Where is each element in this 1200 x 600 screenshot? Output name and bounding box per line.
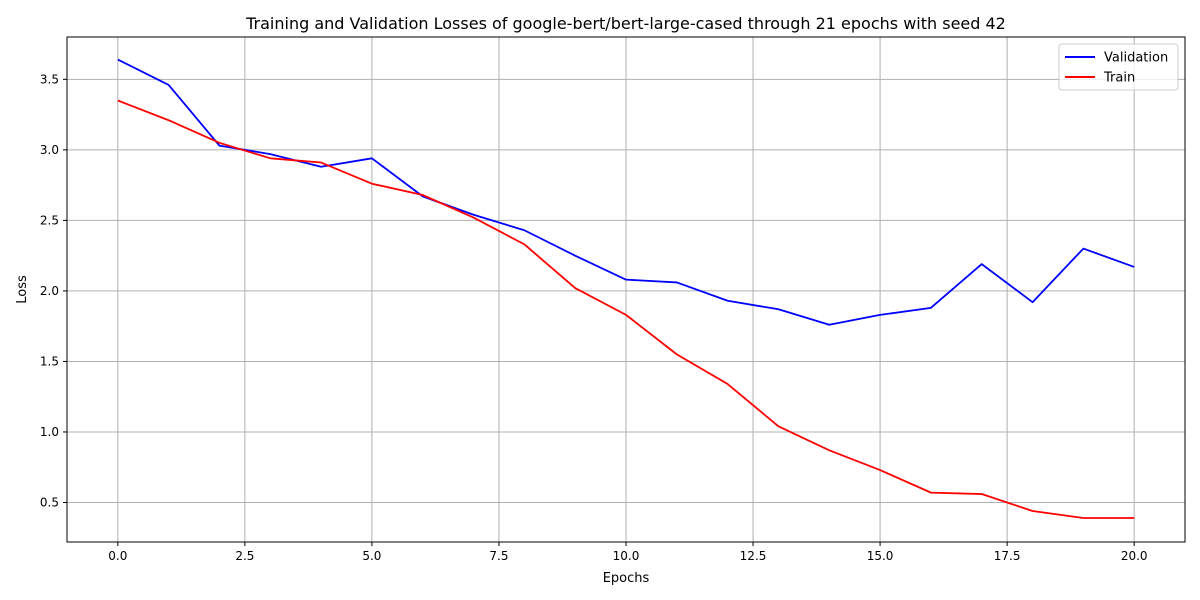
x-axis-label: Epochs xyxy=(603,571,650,586)
chart-title: Training and Validation Losses of google… xyxy=(245,14,1006,33)
series-line-train xyxy=(117,99,1135,519)
x-tick-label: 5.0 xyxy=(362,549,381,563)
y-tick-label: 2.0 xyxy=(40,284,59,298)
x-tick-label: 10.0 xyxy=(613,549,640,563)
grid-lines xyxy=(67,37,1185,542)
y-tick-label: 3.5 xyxy=(40,72,59,86)
series-lines xyxy=(117,58,1135,519)
x-tick-label: 7.5 xyxy=(489,549,508,563)
y-axis-label: Loss xyxy=(15,275,30,304)
y-tick-label: 1.0 xyxy=(40,425,59,439)
y-tick-label: 3.0 xyxy=(40,143,59,157)
axis-ticks: 0.0 2.5 5.0 7.5 10.0 12.5 15.0 17.5 20.0 0.5 1.0 1.… xyxy=(40,72,1148,563)
y-tick-label: 0.5 xyxy=(40,496,59,510)
x-tick-label: 20.0 xyxy=(1121,549,1148,563)
x-tick-label: 0.0 xyxy=(108,549,127,563)
x-tick-label: 15.0 xyxy=(867,549,894,563)
y-tick-label: 2.5 xyxy=(40,213,59,227)
x-tick-label: 12.5 xyxy=(740,549,767,563)
x-tick-label: 2.5 xyxy=(235,549,254,563)
x-tick-label: 17.5 xyxy=(994,549,1021,563)
legend: Validation Train xyxy=(1058,43,1179,91)
legend-label-train: Train xyxy=(1103,71,1135,86)
series-line-validation xyxy=(117,58,1135,326)
legend-box xyxy=(1058,43,1179,91)
y-tick-label: 1.5 xyxy=(40,354,59,368)
legend-label-validation: Validation xyxy=(1104,51,1168,66)
